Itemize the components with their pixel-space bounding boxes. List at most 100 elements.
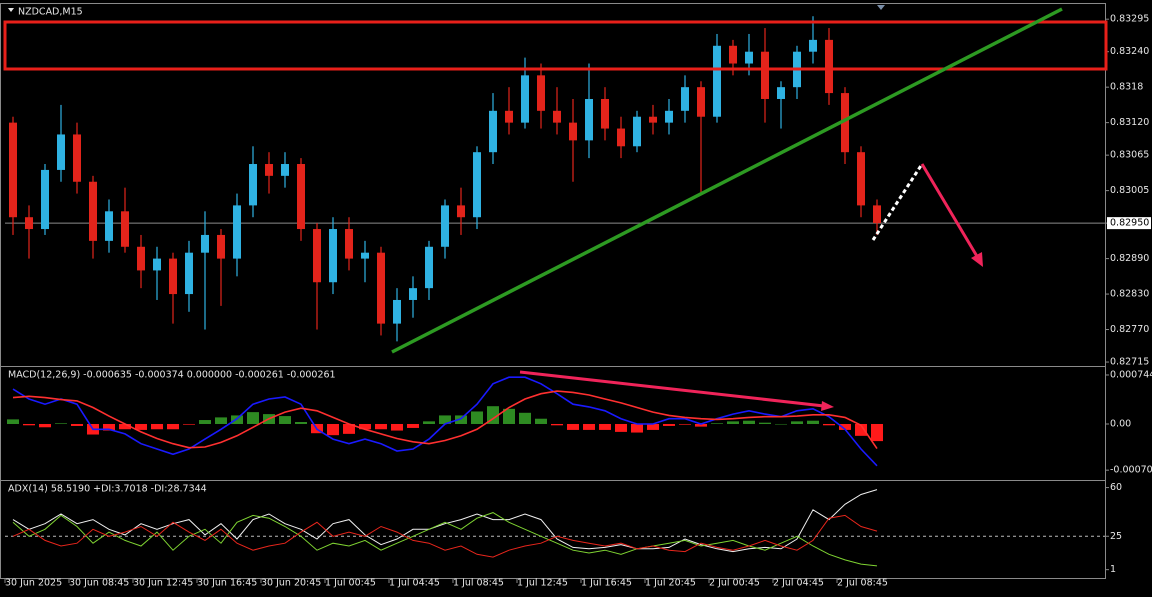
histogram-bar xyxy=(359,423,371,430)
x-tick-label: 2 Jul 08:45 xyxy=(837,578,888,589)
candle-body xyxy=(617,128,625,147)
histogram-bar xyxy=(695,423,707,427)
histogram-bar xyxy=(631,423,643,433)
histogram-bar xyxy=(551,423,563,426)
price-label-box xyxy=(1107,217,1151,230)
candle-body xyxy=(649,116,657,123)
candle-body xyxy=(505,110,513,123)
divergence-line xyxy=(519,370,825,408)
candle-body xyxy=(585,98,593,141)
candle-body xyxy=(537,75,545,111)
histogram-bar xyxy=(759,422,771,424)
candle-body xyxy=(185,252,193,295)
pullback-line xyxy=(871,163,924,241)
panel-title: MACD(12,26,9) -0.000635 -0.000374 0.0000… xyxy=(8,370,336,381)
candle-body xyxy=(153,258,161,271)
candle-body xyxy=(57,134,65,170)
histogram-bar xyxy=(439,415,451,424)
candle-body xyxy=(73,134,81,182)
candle-body xyxy=(457,205,465,218)
histogram-bar xyxy=(487,406,499,424)
candle-body xyxy=(233,205,241,259)
menu-triangle xyxy=(8,8,14,12)
candle-body xyxy=(329,229,337,283)
histogram-bar xyxy=(71,423,83,426)
panel-title: ADX(14) 58.5190 +DI:3.7018 -DI:28.7344 xyxy=(8,484,207,495)
candle-body xyxy=(265,164,273,176)
histogram-bar xyxy=(119,423,131,430)
histogram-bar xyxy=(375,423,387,430)
x-tick-label: 2 Jul 00:45 xyxy=(709,578,760,589)
histogram-bar xyxy=(711,423,723,424)
histogram-bar xyxy=(871,423,883,442)
candle-body xyxy=(521,75,529,123)
x-tick-label: 30 Jun 16:45 xyxy=(197,578,257,589)
histogram-bar xyxy=(183,423,195,425)
resistance-zone xyxy=(3,20,1108,71)
y-tick-label: 0.82950 xyxy=(1110,218,1149,229)
x-tick-label: 1 Jul 20:45 xyxy=(645,578,696,589)
trend-line xyxy=(391,7,1063,354)
candle-body xyxy=(857,152,865,206)
candle-body xyxy=(761,51,769,99)
histogram-bar xyxy=(663,423,675,426)
y-tick-label: 0.83240 xyxy=(1110,46,1149,57)
histogram-bar xyxy=(679,423,691,425)
x-tick-label: 1 Jul 08:45 xyxy=(453,578,504,589)
candle-body xyxy=(809,39,817,52)
candle-body xyxy=(841,93,849,153)
candle-body xyxy=(105,211,113,241)
candle-body xyxy=(393,299,401,324)
candle-body xyxy=(249,164,257,206)
y-tick-label: 1 xyxy=(1110,564,1116,575)
candle-body xyxy=(169,258,177,295)
divergence-arrow-head xyxy=(821,401,834,411)
histogram-bar xyxy=(615,423,627,432)
candle-body xyxy=(9,122,17,218)
histogram-bar xyxy=(23,423,35,426)
candle-body xyxy=(89,181,97,241)
histogram-bar xyxy=(567,423,579,430)
candle-body xyxy=(825,39,833,94)
candle-body xyxy=(425,246,433,289)
y-tick-label: 25 xyxy=(1110,531,1122,542)
histogram-bar xyxy=(519,412,531,424)
histogram-bar xyxy=(599,423,611,430)
x-tick-label: 30 Jun 08:45 xyxy=(69,578,129,589)
candle-body xyxy=(281,164,289,176)
down-arrow-head xyxy=(971,252,983,267)
candle-body xyxy=(217,234,225,259)
shift-marker xyxy=(877,5,885,10)
x-tick-label: 1 Jul 04:45 xyxy=(389,578,440,589)
candle-body xyxy=(633,116,641,147)
y-tick-label: 0.83005 xyxy=(1110,185,1149,196)
y-tick-label: -0.000701 xyxy=(1110,465,1152,476)
indicator-line xyxy=(12,390,878,450)
x-tick-label: 1 Jul 00:45 xyxy=(325,578,376,589)
y-tick-label: 0.82890 xyxy=(1110,253,1149,264)
histogram-bar xyxy=(39,423,51,428)
y-tick-label: 0.000744 xyxy=(1110,369,1152,380)
x-tick-label: 30 Jun 2025 xyxy=(5,578,62,589)
candle-body xyxy=(745,51,753,64)
x-tick-label: 30 Jun 20:45 xyxy=(261,578,321,589)
histogram-bar xyxy=(295,422,307,424)
panel-title: NZDCAD,M15 xyxy=(18,7,83,18)
y-tick-label: 0.82830 xyxy=(1110,289,1149,300)
histogram-bar xyxy=(7,419,19,424)
candle-body xyxy=(441,205,449,247)
histogram-bar xyxy=(247,412,259,424)
candle-body xyxy=(697,87,705,117)
candle-body xyxy=(41,169,49,230)
candle-body xyxy=(377,252,385,324)
x-tick-label: 2 Jul 04:45 xyxy=(773,578,824,589)
histogram-bar xyxy=(279,416,291,424)
histogram-bar xyxy=(231,415,243,424)
histogram-bar xyxy=(727,421,739,424)
histogram-bar xyxy=(423,421,435,424)
histogram-bar xyxy=(503,408,515,424)
y-tick-label: 0.83295 xyxy=(1110,14,1149,25)
annotations xyxy=(3,5,1108,411)
candle-body xyxy=(361,252,369,259)
